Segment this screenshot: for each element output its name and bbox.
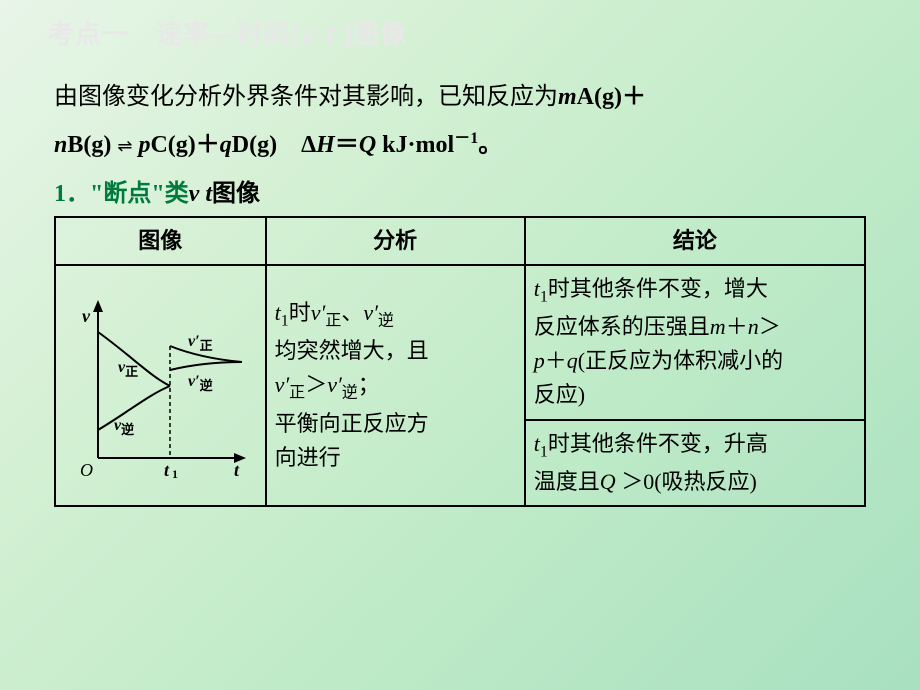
c1-p: p (534, 348, 545, 373)
intro-2b: C(g)＋ (150, 132, 219, 158)
c1-n: n (748, 314, 759, 339)
ana-gt: ＞ (305, 372, 327, 397)
ana-p2: 均突然增大，且 (275, 338, 429, 363)
ana-sep: 、 (341, 300, 363, 325)
ana-ni2: 逆 (342, 385, 358, 402)
chart-cell: v O t t 1 v正 v逆 v′正 v′逆 (55, 265, 266, 506)
ana-vp4: v′ (327, 372, 342, 397)
section-v: v (189, 181, 200, 207)
curve-vprime-reverse (170, 362, 242, 370)
c1-txt2: 反应体系的压强且 (534, 314, 710, 339)
section-heading: 1．"断点"类v t图像 (0, 169, 920, 216)
c2-Q: Q (600, 469, 621, 494)
c2-gt: ＞0(吸热反应) (621, 469, 757, 494)
c1-q: q (567, 348, 578, 373)
table-row: v O t t 1 v正 v逆 v′正 v′逆 t1时v′正、v′逆 均突然增大… (55, 265, 865, 419)
title-sep: - (316, 19, 326, 49)
section-quoted: "断点"类 (90, 181, 189, 207)
vt-chart: v O t t 1 v正 v逆 v′正 v′逆 (70, 290, 250, 480)
title-var-t: t (326, 19, 344, 49)
intro-1a: 由图像变化分析外界条件对其影响，已知反应为 (54, 84, 558, 110)
intro-2d: ＝ (335, 132, 359, 158)
th-analysis: 分析 (266, 217, 525, 265)
c1-m: m (710, 314, 726, 339)
intro-exp: －1 (454, 130, 478, 147)
ana-t-sub: 1 (281, 313, 289, 330)
analysis-table: 图像 分析 结论 v O t t (54, 216, 866, 507)
intro-2c: D(g) Δ (232, 132, 316, 158)
label-vprime-reverse: v′逆 (188, 373, 213, 393)
c2-txt2: 温度且 (534, 469, 600, 494)
c2-ts: 1 (540, 443, 548, 460)
ana-zheng2: 正 (289, 385, 305, 402)
origin-label: O (80, 460, 93, 480)
intro-paragraph: 由图像变化分析外界条件对其影响，已知反应为mA(g)＋ nB(g) ⇌ pC(g… (0, 51, 920, 169)
axis-label-v: v (82, 306, 91, 326)
t1-label: t (164, 460, 170, 480)
intro-H: H (316, 132, 335, 158)
title-suffix: )图像 (344, 19, 408, 49)
intro-2f: 。 (478, 132, 502, 158)
intro-1b: A(g)＋ (577, 84, 646, 110)
label-vprime-forward: v′正 (188, 333, 213, 353)
c1-ts: 1 (540, 288, 548, 305)
axis-label-t: t (234, 460, 240, 480)
intro-n: n (54, 132, 67, 158)
ana-zheng1: 正 (325, 313, 341, 330)
ana-vp1: v′ (311, 300, 326, 325)
section-num: 1． (54, 181, 90, 207)
th-conclusion: 结论 (525, 217, 865, 265)
title-var-v: v (301, 19, 316, 49)
intro-Q: Q (359, 132, 376, 158)
section-suffix: 图像 (212, 181, 260, 207)
intro-2a: B(g) (67, 132, 111, 158)
label-v-reverse: v逆 (114, 417, 134, 437)
ana-p5: 向进行 (275, 445, 341, 470)
intro-p: p (138, 132, 150, 158)
title-prefix: 考点一 速率—时间( (48, 19, 301, 49)
ana-end: ； (358, 372, 380, 397)
slide-title: 考点一 速率—时间(v-t )图像 (0, 0, 920, 51)
c1-txt1: 时其他条件不变，增大 (548, 276, 768, 301)
equilibrium-arrow-icon: ⇌ (117, 128, 132, 164)
ana-p4: 平衡向正反应方 (275, 411, 429, 436)
c1-gt: ＞ (759, 314, 781, 339)
ana-vp2: v′ (363, 300, 378, 325)
c1-txt4: 反应) (534, 382, 585, 407)
t1-sub: 1 (172, 467, 178, 480)
c1-plus1: ＋ (726, 314, 748, 339)
analysis-cell: t1时v′正、v′逆 均突然增大，且 v′正＞v′逆； 平衡向正反应方 向进行 (266, 265, 525, 506)
table-wrapper: 图像 分析 结论 v O t t (0, 216, 920, 507)
conclusion-cell-2: t1时其他条件不变，升高 温度且Q ＞0(吸热反应) (525, 420, 865, 506)
section-t: t (205, 181, 212, 207)
c1-plus2: ＋ (545, 348, 567, 373)
c1-txt3: (正反应为体积减小的 (578, 348, 783, 373)
intro-m: m (558, 84, 577, 110)
th-image: 图像 (55, 217, 266, 265)
ana-shi: 时 (289, 300, 311, 325)
ana-vp3: v′ (275, 372, 290, 397)
ana-ni1: 逆 (378, 313, 394, 330)
c2-txt1: 时其他条件不变，升高 (548, 431, 768, 456)
intro-2e: kJ·mol (376, 132, 454, 158)
table-header-row: 图像 分析 结论 (55, 217, 865, 265)
conclusion-cell-1: t1时其他条件不变，增大 反应体系的压强且m＋n＞ p＋q(正反应为体积减小的 … (525, 265, 865, 419)
intro-q: q (220, 132, 232, 158)
